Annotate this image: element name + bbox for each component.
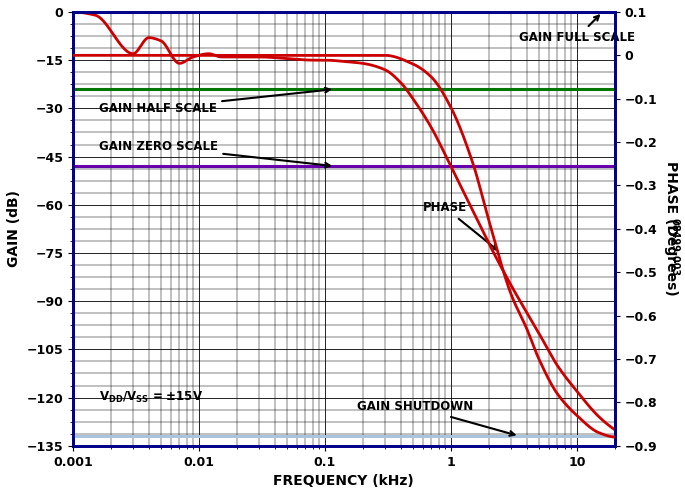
- Text: GAIN SHUTDOWN: GAIN SHUTDOWN: [357, 400, 514, 436]
- Y-axis label: PHASE (Degrees): PHASE (Degrees): [664, 161, 678, 296]
- Text: 08499-003: 08499-003: [670, 218, 680, 277]
- Text: PHASE: PHASE: [423, 201, 497, 250]
- Text: GAIN HALF SCALE: GAIN HALF SCALE: [99, 88, 329, 114]
- X-axis label: FREQUENCY (kHz): FREQUENCY (kHz): [273, 474, 414, 488]
- Y-axis label: GAIN (dB): GAIN (dB): [7, 191, 21, 267]
- Text: GAIN ZERO SCALE: GAIN ZERO SCALE: [99, 140, 329, 167]
- Text: GAIN FULL SCALE: GAIN FULL SCALE: [519, 15, 636, 44]
- Text: $\mathbf{V_{DD}/V_{SS}}$ = ±15V: $\mathbf{V_{DD}/V_{SS}}$ = ±15V: [99, 390, 203, 405]
